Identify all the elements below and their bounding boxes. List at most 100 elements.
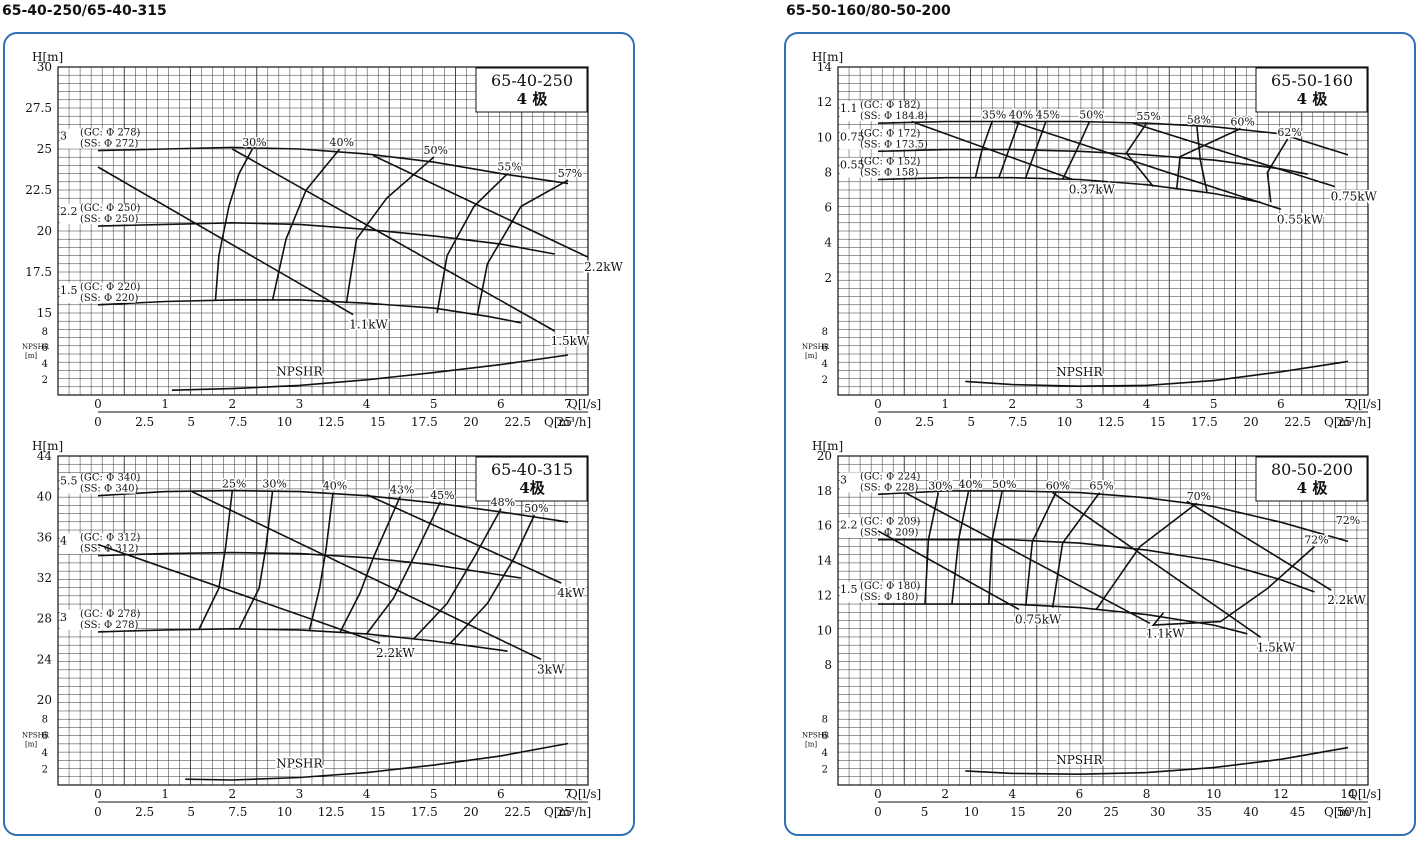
x-tick-label-ls: 3 [296, 787, 304, 801]
x-axis-label-ls: Q[l/s] [1348, 397, 1381, 411]
head-curve-label-bg [840, 517, 916, 538]
x-axis-label-m3h: Q[m³/h] [544, 805, 591, 819]
y-tick-label: 12 [817, 588, 832, 602]
plot-frame [57, 66, 589, 396]
head-curve-label-bg [60, 609, 136, 630]
x-tick-label-m3h: 20 [463, 805, 478, 819]
x-tick-label-m3h: 15 [1150, 415, 1165, 429]
model-box [475, 456, 588, 502]
x-tick-label-m3h: 17.5 [411, 805, 438, 819]
y-axis-label: H[m] [812, 439, 843, 453]
y-tick-label: 18 [817, 484, 832, 498]
x-tick-label-ls: 12 [1273, 787, 1288, 801]
head-curve-ss: (SS: Φ 272) [80, 139, 138, 150]
efficiency-curve [951, 490, 970, 605]
efficiency-label: 45% [430, 489, 454, 502]
efficiency-label: 50% [992, 478, 1016, 491]
x-tick-label-m3h: 15 [370, 415, 385, 429]
power-label: 2.2kW [376, 646, 415, 660]
x-tick-label-m3h: 5 [967, 415, 975, 429]
grid [837, 455, 1369, 786]
y-tick-label: 25 [37, 142, 52, 156]
power-line [1052, 491, 1262, 638]
x-tick-label-ls: 2 [228, 787, 236, 801]
efficiency-curve [1196, 126, 1208, 192]
poles-label: 4 极 [517, 90, 549, 108]
npsh-axis-label: NPSHR [802, 343, 830, 351]
npsh-axis-unit: [m] [25, 352, 37, 360]
x-tick-label-ls: 6 [497, 787, 505, 801]
head-curve [97, 146, 569, 185]
head-curve [97, 299, 522, 324]
x-tick-label-m3h: 12.5 [1098, 415, 1125, 429]
npshr-label: NPSHR [276, 364, 323, 378]
head-curve-ss: (SS: Φ 209) [860, 528, 918, 539]
x-tick-label-m3h: 25 [557, 805, 572, 819]
efficiency-label: 30% [262, 478, 286, 491]
right-page-title: 65-50-160/80-50-200 [786, 3, 951, 19]
efficiency-label: 60% [1230, 116, 1254, 129]
x-tick-label-m3h: 12.5 [318, 805, 345, 819]
y-tick-label: 20 [37, 693, 52, 707]
y-tick-label: 12 [817, 95, 832, 109]
x-tick-label-m3h: 2.5 [135, 805, 154, 819]
efficiency-curve [271, 148, 341, 301]
power-label: 1.5kW [551, 334, 590, 348]
head-curve-power: 1.5 [840, 583, 858, 596]
head-curve-gc: (GC: Φ 172) [860, 128, 921, 139]
head-curve-gc: (GC: Φ 278) [80, 128, 141, 139]
model-box [1255, 67, 1368, 113]
x-tick-label-m3h: 22.5 [504, 415, 531, 429]
x-tick-label-ls: 7 [564, 787, 572, 801]
x-axis-label-ls: Q[l/s] [568, 787, 601, 801]
x-tick-label-ls: 4 [363, 397, 371, 411]
y-tick-label: 17.5 [25, 265, 52, 279]
y-tick-label: 20 [817, 449, 832, 463]
head-curve-power: 0.75 [840, 130, 865, 143]
head-curve-power: 0.55 [840, 158, 865, 171]
model-label: 65-40-315 [491, 460, 573, 479]
efficiency-curve [436, 173, 509, 314]
power-label: 2.2kW [1327, 593, 1366, 607]
head-curve-gc: (GC: Φ 224) [860, 471, 921, 482]
head-curve-label-bg [840, 472, 916, 493]
power-line [904, 491, 1151, 625]
head-curve-label-bg [60, 204, 136, 225]
x-tick-label-ls: 0 [874, 787, 882, 801]
efficiency-curve [1095, 502, 1198, 610]
head-curve [97, 221, 555, 255]
power-line [1186, 500, 1332, 591]
x-tick-label-ls: 2 [1008, 397, 1016, 411]
efficiency-label-extra: 72% [1336, 514, 1360, 527]
efficiency-label: 58% [1187, 114, 1211, 127]
npshr-curve [965, 746, 1349, 776]
head-curve [877, 120, 1349, 156]
head-curve [97, 627, 508, 652]
efficiency-curve [345, 156, 435, 304]
head-curve-ss: (SS: Φ 180) [860, 592, 918, 603]
efficiency-label: 45% [1036, 108, 1060, 121]
npsh-tick-label: 4 [822, 748, 828, 759]
model-box [1255, 456, 1368, 502]
x-tick-label-m3h: 22.5 [1284, 415, 1311, 429]
y-tick-label: 28 [37, 612, 52, 626]
x-tick-label-ls: 7 [1344, 397, 1352, 411]
x-tick-label-ls: 0 [94, 397, 102, 411]
plot-frame [837, 455, 1369, 786]
y-tick-label: 40 [37, 490, 52, 504]
efficiency-curve [1266, 138, 1289, 203]
efficiency-curve [1151, 546, 1315, 626]
y-tick-label: 14 [817, 554, 833, 568]
head-curve-ss: (SS: Φ 340) [80, 484, 138, 495]
efficiency-label: 43% [390, 484, 414, 497]
head-curve-power: 3 [60, 611, 67, 624]
head-curve [878, 538, 1315, 593]
y-tick-label: 14 [817, 60, 833, 74]
y-tick-label: 27.5 [25, 101, 52, 115]
power-line [97, 166, 354, 316]
x-tick-label-ls: 5 [430, 397, 438, 411]
x-tick-label-m3h: 7.5 [228, 805, 247, 819]
efficiency-label: 60% [1046, 480, 1070, 493]
x-tick-label-ls: 6 [497, 397, 505, 411]
power-line [911, 120, 1073, 181]
